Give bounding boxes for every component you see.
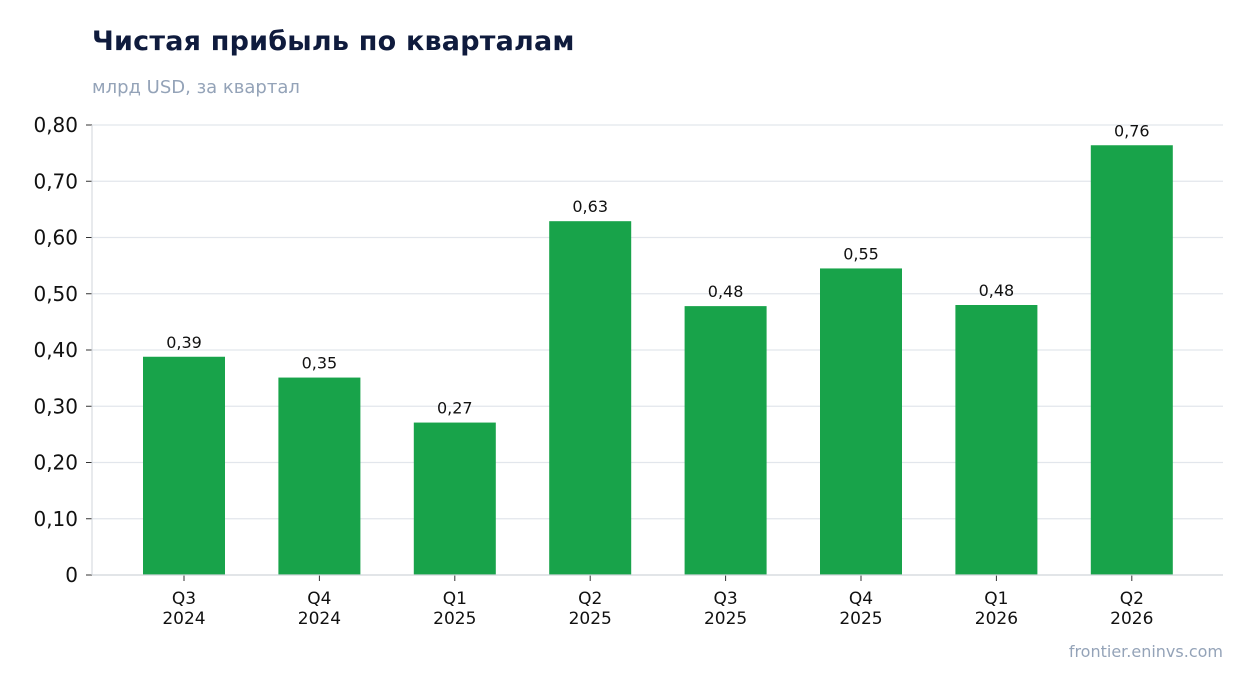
data-labels: 0,39 0,35 0,27 0,63 0,48 0,55 0,48 0,76 bbox=[166, 121, 1149, 417]
source-watermark: frontier.eninvs.com bbox=[1068, 642, 1223, 661]
bar bbox=[143, 356, 225, 575]
x-tick-label: Q2 bbox=[578, 589, 602, 609]
data-label: 0,48 bbox=[708, 282, 744, 301]
gridlines bbox=[92, 124, 1223, 520]
bar bbox=[413, 422, 496, 575]
bar bbox=[820, 268, 902, 575]
bar bbox=[955, 305, 1038, 575]
x-tick-label: 2026 bbox=[1110, 609, 1153, 629]
data-label: 0,55 bbox=[843, 244, 879, 263]
data-label: 0,76 bbox=[1114, 121, 1150, 140]
x-tick-label: 2026 bbox=[975, 609, 1018, 629]
x-tick-label: Q4 bbox=[307, 589, 331, 609]
y-tick-label: 0,30 bbox=[33, 394, 78, 418]
bar bbox=[684, 306, 767, 575]
y-tick-label: 0,80 bbox=[33, 113, 78, 137]
y-tick-label: 0,10 bbox=[33, 507, 78, 531]
y-tick-label: 0,50 bbox=[33, 282, 78, 306]
bar bbox=[549, 221, 632, 575]
y-tick-label: 0,60 bbox=[33, 226, 78, 250]
x-tick-label: 2024 bbox=[162, 609, 205, 629]
data-label: 0,63 bbox=[572, 197, 608, 216]
chart-title: Чистая прибыль по кварталам bbox=[92, 26, 575, 57]
axes: 00,100,200,300,400,500,600,700,80Q32024Q… bbox=[33, 113, 1223, 629]
x-tick-label: 2024 bbox=[298, 609, 341, 629]
y-tick-label: 0,70 bbox=[33, 169, 78, 193]
data-label: 0,27 bbox=[437, 399, 473, 418]
y-tick-label: 0,20 bbox=[33, 451, 78, 475]
data-label: 0,48 bbox=[979, 281, 1015, 300]
x-tick-label: Q3 bbox=[713, 589, 737, 609]
data-label: 0,39 bbox=[166, 333, 202, 352]
y-tick-label: 0 bbox=[65, 563, 78, 587]
data-label: 0,35 bbox=[302, 354, 338, 373]
x-tick-label: 2025 bbox=[433, 609, 476, 629]
bar bbox=[1090, 145, 1173, 575]
x-tick-label: Q2 bbox=[1120, 589, 1144, 609]
bar bbox=[278, 377, 361, 575]
x-tick-label: 2025 bbox=[569, 609, 612, 629]
x-tick-label: Q1 bbox=[443, 589, 467, 609]
x-tick-label: Q1 bbox=[984, 589, 1008, 609]
x-tick-label: Q4 bbox=[849, 589, 873, 609]
bars bbox=[143, 145, 1173, 575]
x-tick-label: 2025 bbox=[839, 609, 882, 629]
y-tick-label: 0,40 bbox=[33, 338, 78, 362]
x-tick-label: 2025 bbox=[704, 609, 747, 629]
x-tick-label: Q3 bbox=[172, 589, 196, 609]
chart-subtitle: млрд USD, за квартал bbox=[92, 77, 300, 98]
